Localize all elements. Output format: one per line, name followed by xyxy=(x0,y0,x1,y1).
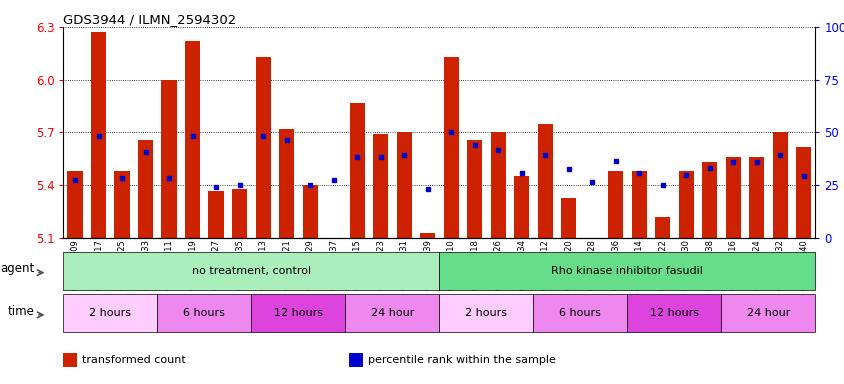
Bar xyxy=(748,157,764,238)
Bar xyxy=(63,353,77,367)
Text: 12 hours: 12 hours xyxy=(649,308,698,318)
Text: time: time xyxy=(8,305,35,318)
Text: 12 hours: 12 hours xyxy=(273,308,322,318)
Text: percentile rank within the sample: percentile rank within the sample xyxy=(367,355,555,365)
Text: 24 hour: 24 hour xyxy=(746,308,789,318)
Bar xyxy=(771,132,787,238)
Bar xyxy=(252,294,345,332)
Bar xyxy=(721,294,814,332)
Bar xyxy=(345,294,439,332)
Bar xyxy=(537,124,552,238)
Bar xyxy=(533,294,626,332)
Text: transformed count: transformed count xyxy=(82,355,186,365)
Bar xyxy=(654,217,669,238)
Bar xyxy=(157,294,252,332)
Bar xyxy=(467,139,482,238)
Bar xyxy=(138,139,153,238)
Bar xyxy=(560,198,576,238)
Bar xyxy=(232,189,247,238)
Bar xyxy=(701,162,717,238)
Bar xyxy=(208,190,224,238)
Bar xyxy=(302,185,317,238)
Text: 6 hours: 6 hours xyxy=(559,308,601,318)
Bar xyxy=(439,294,533,332)
Bar xyxy=(349,353,362,367)
Bar xyxy=(725,157,740,238)
Bar xyxy=(161,80,176,238)
Text: 2 hours: 2 hours xyxy=(465,308,506,318)
Bar xyxy=(419,233,435,238)
Text: Rho kinase inhibitor fasudil: Rho kinase inhibitor fasudil xyxy=(551,266,702,276)
Bar xyxy=(91,32,106,238)
Text: 6 hours: 6 hours xyxy=(183,308,225,318)
Bar xyxy=(279,129,294,238)
Bar xyxy=(255,57,270,238)
Text: 2 hours: 2 hours xyxy=(89,308,131,318)
Bar xyxy=(513,177,528,238)
Text: GDS3944 / ILMN_2594302: GDS3944 / ILMN_2594302 xyxy=(63,13,236,26)
Bar xyxy=(439,252,814,290)
Bar xyxy=(443,57,458,238)
Bar xyxy=(626,294,721,332)
Bar xyxy=(372,134,388,238)
Bar xyxy=(630,171,646,238)
Bar xyxy=(678,171,693,238)
Bar xyxy=(63,252,439,290)
Text: 24 hour: 24 hour xyxy=(371,308,414,318)
Bar xyxy=(68,171,83,238)
Bar xyxy=(63,294,157,332)
Text: agent: agent xyxy=(1,262,35,275)
Bar xyxy=(185,41,200,238)
Text: no treatment, control: no treatment, control xyxy=(192,266,311,276)
Bar xyxy=(795,147,810,238)
Bar xyxy=(349,103,365,238)
Bar xyxy=(396,132,411,238)
Bar xyxy=(490,132,506,238)
Bar xyxy=(608,171,623,238)
Bar xyxy=(114,171,130,238)
